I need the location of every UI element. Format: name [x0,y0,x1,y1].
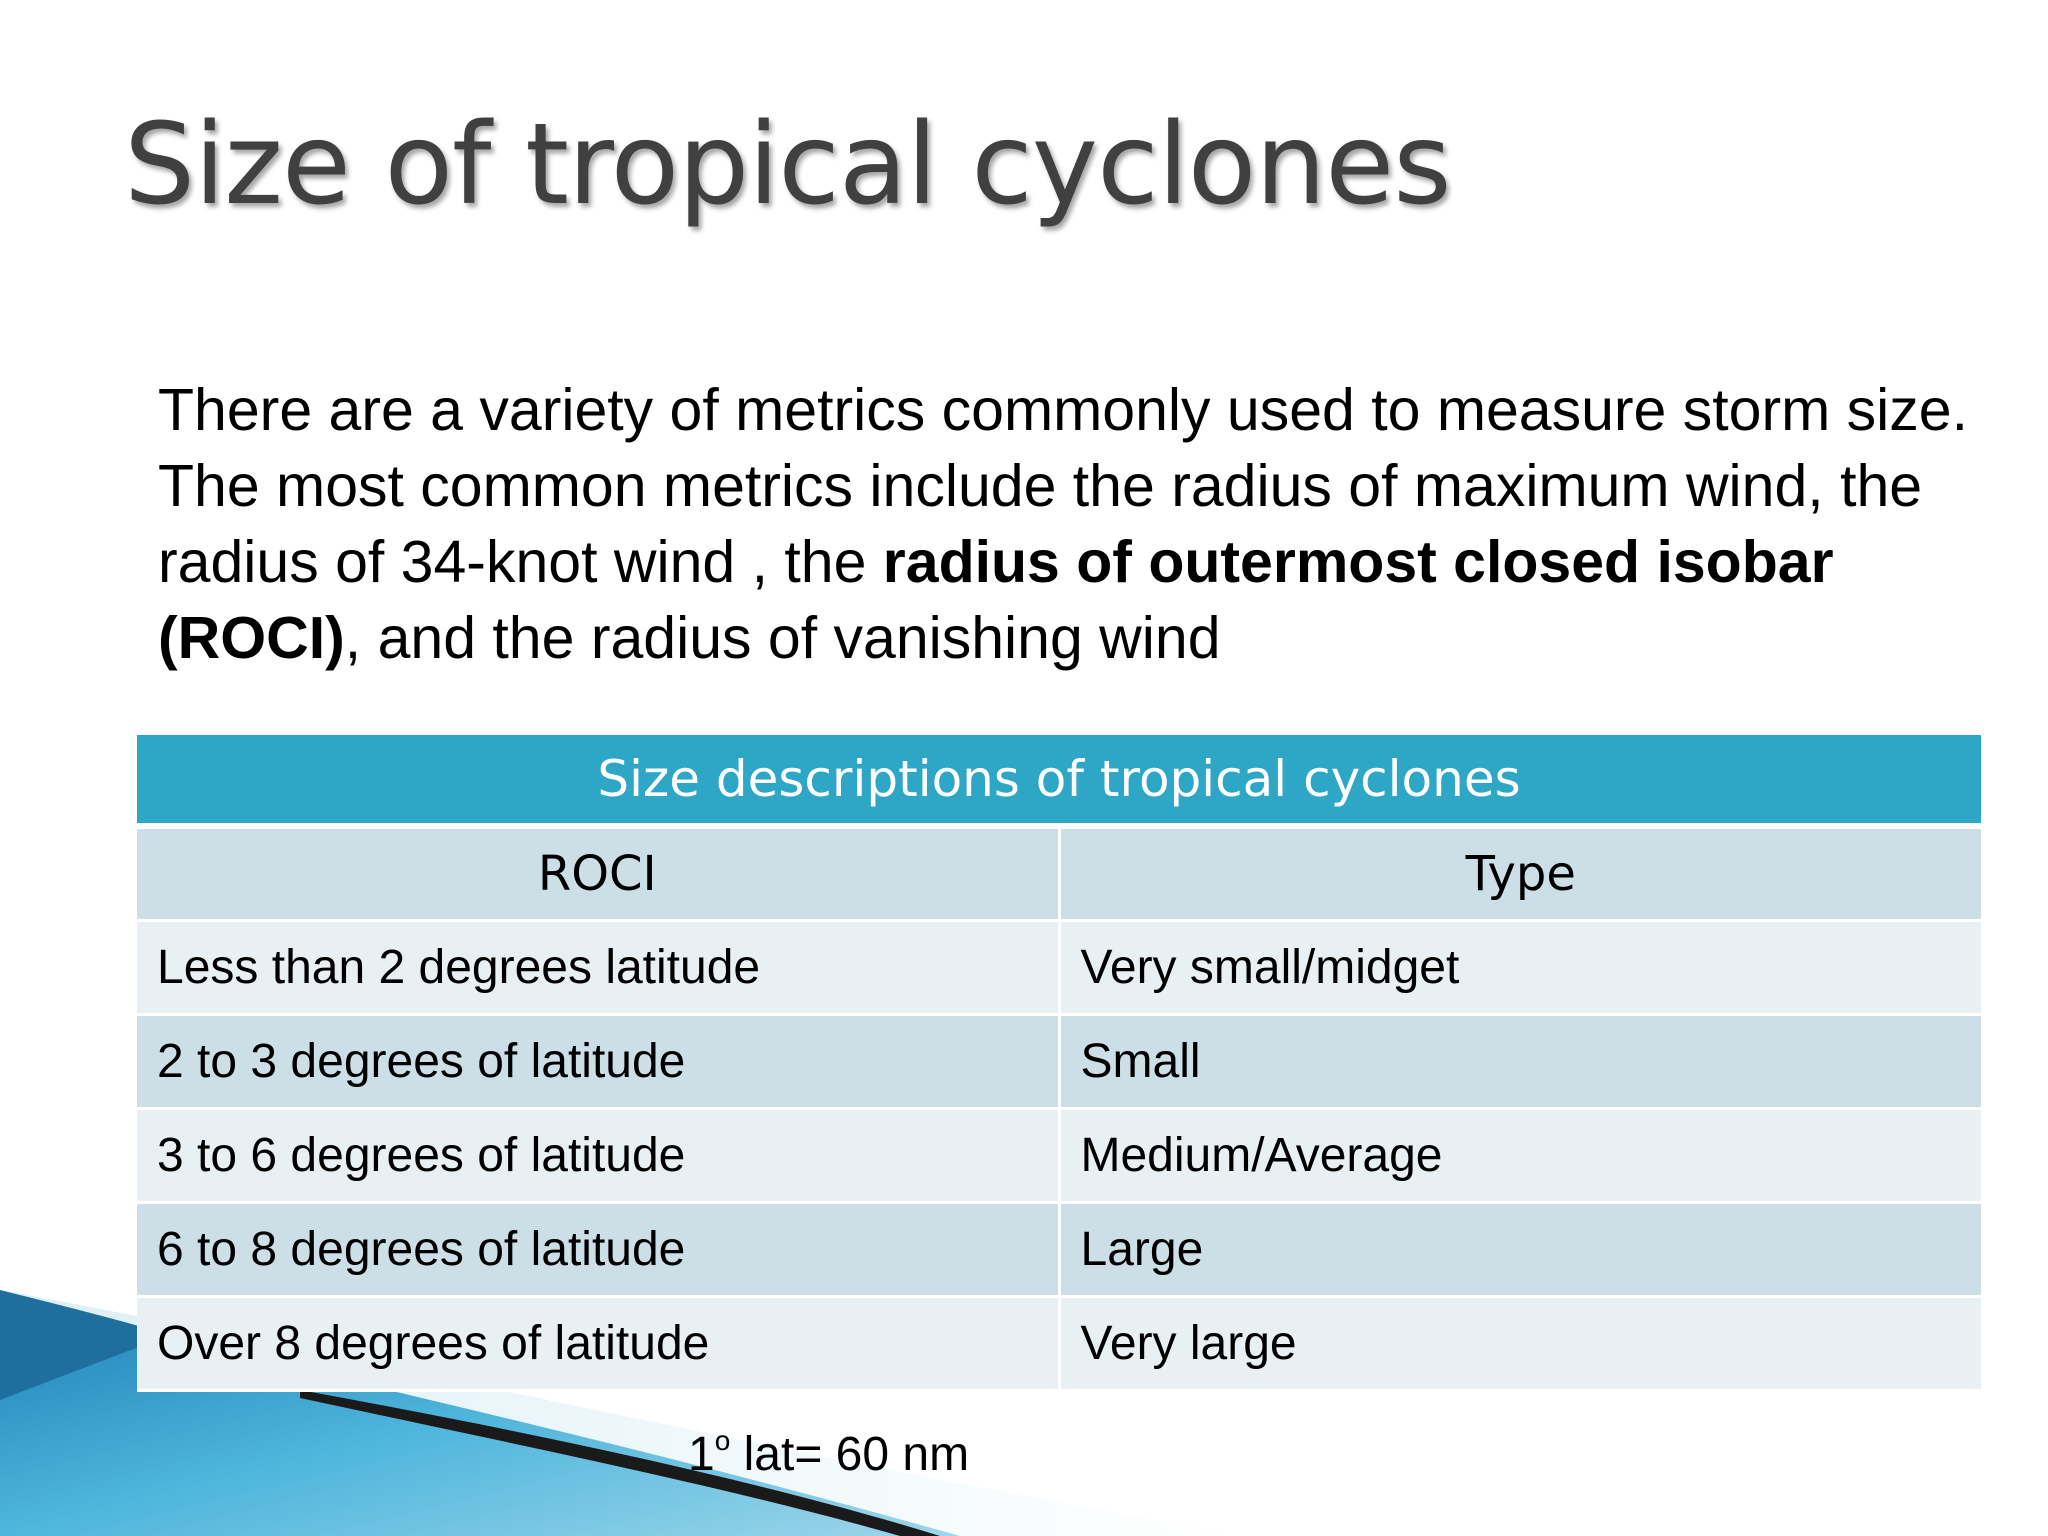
table-cell-type: Very small/midget [1059,920,1981,1016]
table-cell-roci: Over 8 degrees of latitude [137,1296,1061,1392]
body-paragraph: There are a variety of metrics commonly … [158,372,1988,676]
column-header-roci: ROCI [137,826,1061,922]
size-table-container: Size descriptions of tropical cyclones R… [137,735,1981,1392]
body-text-bold: radius of outermost closed isobar (ROCI) [158,529,1834,671]
table-row: Over 8 degrees of latitude Very large [137,1296,1981,1392]
table-cell-type: Small [1059,1014,1981,1110]
table-cell-roci: 3 to 6 degrees of latitude [137,1108,1061,1204]
table-cell-roci: Less than 2 degrees latitude [137,920,1061,1016]
table-cell-roci: 2 to 3 degrees of latitude [137,1014,1061,1110]
degree-superscript: o [714,1425,731,1456]
table-row: Less than 2 degrees latitude Very small/… [137,920,1981,1016]
column-header-type: Type [1059,826,1981,922]
table-row: 6 to 8 degrees of latitude Large [137,1202,1981,1298]
body-text-part1: There are a variety of metrics commonly … [158,377,1968,595]
footnote-text: lat= 60 nm [730,1428,970,1481]
table-cell-type: Large [1059,1202,1981,1298]
table-cell-type: Medium/Average [1059,1108,1981,1204]
table-cell-roci: 6 to 8 degrees of latitude [137,1202,1061,1298]
footnote-conversion: 1o lat= 60 nm [688,1425,969,1482]
table-row: 3 to 6 degrees of latitude Medium/Averag… [137,1108,1981,1204]
footnote-number: 1 [688,1428,715,1481]
table-row: 2 to 3 degrees of latitude Small [137,1014,1981,1110]
body-text-part2: , and the radius of vanishing wind [344,605,1221,671]
slide-title: Size of tropical cyclones [124,100,1452,230]
table-caption: Size descriptions of tropical cyclones [137,735,1981,829]
table-cell-type: Very large [1059,1296,1981,1392]
size-table: Size descriptions of tropical cyclones R… [137,735,1981,1392]
